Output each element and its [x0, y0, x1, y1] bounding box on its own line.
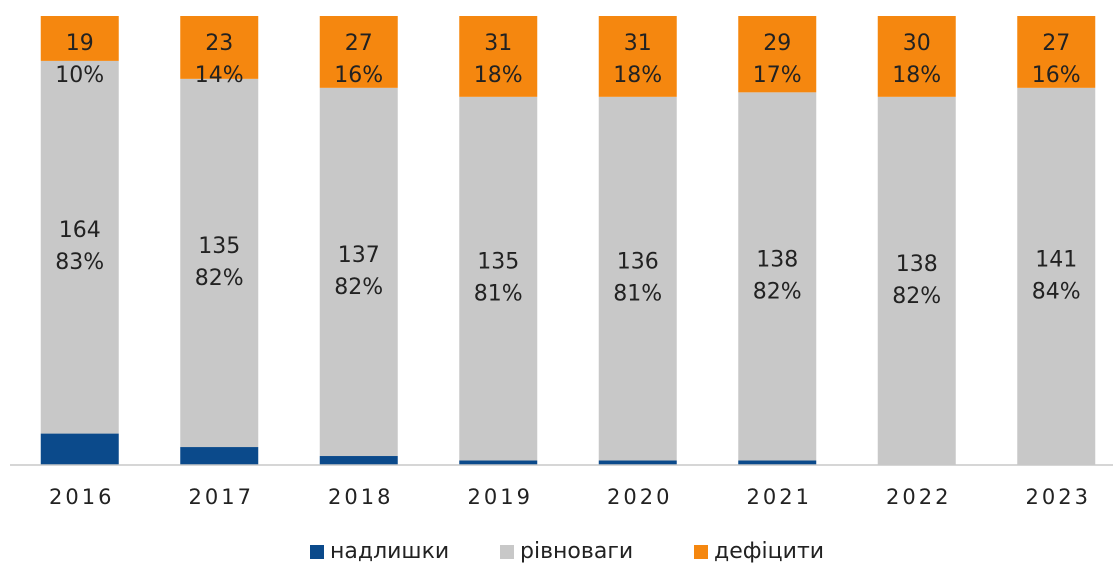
- percent-label: 82%: [334, 275, 383, 300]
- bar-segment: [598, 16, 677, 97]
- count-label: 136: [617, 250, 659, 275]
- bar-segment: [319, 456, 398, 465]
- x-tick-label: 2016: [49, 485, 114, 509]
- count-label: 27: [345, 31, 373, 56]
- percent-label: 18%: [474, 63, 523, 88]
- percent-label: 81%: [613, 282, 662, 307]
- bar-segment: [1017, 87, 1096, 465]
- bar-segment: [738, 92, 817, 461]
- bar-segment: [40, 60, 119, 434]
- count-label: 138: [896, 252, 938, 277]
- bar-segment: [877, 16, 956, 97]
- x-tick-label: 2019: [468, 485, 533, 509]
- count-label: 29: [763, 31, 791, 56]
- percent-label: 82%: [892, 284, 941, 309]
- count-label: 30: [903, 31, 931, 56]
- percent-label: 18%: [892, 63, 941, 88]
- count-label: 31: [484, 31, 512, 56]
- x-tick-label: 2020: [607, 485, 672, 509]
- percent-label: 10%: [55, 63, 104, 88]
- percent-label: 84%: [1032, 279, 1081, 304]
- bar-segment: [598, 460, 677, 465]
- bar-segment: [1017, 16, 1096, 88]
- percent-label: 18%: [613, 63, 662, 88]
- x-tick-label: 2021: [747, 485, 812, 509]
- bar-segment: [40, 433, 119, 465]
- bar-segment: [877, 96, 956, 465]
- bar-segment: [738, 460, 817, 465]
- bar-segment: [180, 447, 259, 465]
- percent-label: 14%: [195, 63, 244, 88]
- legend-label: дефіцити: [714, 539, 824, 564]
- percent-label: 16%: [1032, 63, 1081, 88]
- bar-segment: [598, 96, 677, 461]
- bar-segment: [319, 87, 398, 457]
- x-tick-label: 2023: [1026, 485, 1091, 509]
- percent-label: 81%: [474, 282, 523, 307]
- percent-label: 83%: [55, 250, 104, 275]
- percent-label: 17%: [753, 63, 802, 88]
- count-label: 164: [59, 218, 101, 243]
- percent-label: 82%: [753, 279, 802, 304]
- bar-segment: [459, 16, 538, 97]
- bar-segment: [180, 78, 259, 448]
- percent-label: 16%: [334, 63, 383, 88]
- bar-segment: [459, 96, 538, 461]
- x-tick-label: 2017: [189, 485, 254, 509]
- legend-swatch: [500, 545, 514, 559]
- count-label: 19: [66, 31, 94, 56]
- bar-segment: [40, 16, 119, 61]
- count-label: 141: [1035, 247, 1077, 272]
- count-label: 137: [338, 243, 380, 268]
- x-tick-label: 2022: [886, 485, 951, 509]
- bar-segment: [459, 460, 538, 465]
- bar-segment: [180, 16, 259, 79]
- count-label: 27: [1042, 31, 1070, 56]
- legend-swatch: [694, 545, 708, 559]
- percent-label: 82%: [195, 266, 244, 291]
- legend-label: рівноваги: [520, 539, 633, 564]
- count-label: 23: [205, 31, 233, 56]
- count-label: 135: [198, 234, 240, 259]
- x-tick-label: 2018: [328, 485, 393, 509]
- count-label: 138: [756, 247, 798, 272]
- legend-swatch: [310, 545, 324, 559]
- bar-segment: [319, 16, 398, 88]
- legend-label: надлишки: [330, 539, 449, 564]
- count-label: 31: [624, 31, 652, 56]
- bar-segment: [738, 16, 817, 93]
- count-label: 135: [477, 250, 519, 275]
